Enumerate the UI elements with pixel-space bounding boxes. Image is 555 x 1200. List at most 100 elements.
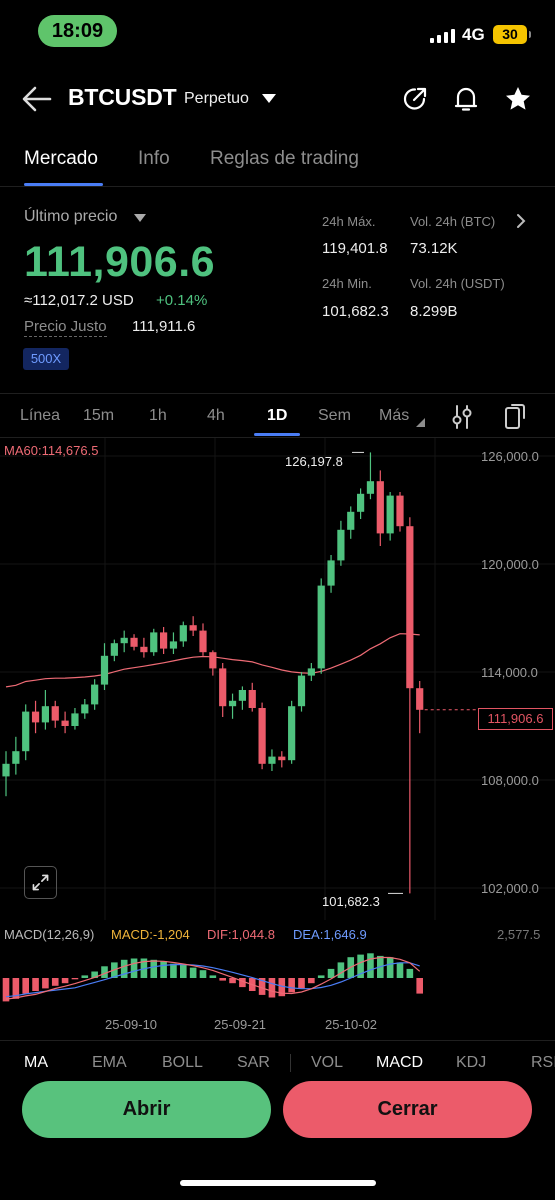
vol-btc-label: Vol. 24h (BTC) [410,214,496,229]
interval-more[interactable]: Más [379,407,410,424]
share-icon[interactable] [400,84,430,114]
macd-bar [61,978,69,984]
interval-1h[interactable]: 1h [149,407,167,424]
candlestick-chart[interactable] [0,438,555,920]
macd-bar [12,978,20,999]
macd-bar [130,958,138,978]
usd-equivalent: ≈112,017.2 USD [24,292,134,309]
macd-bar [396,962,404,978]
candle [130,637,138,647]
caret-down-icon[interactable] [262,94,276,103]
macd-bar [308,978,315,984]
arrow-left-icon[interactable] [20,82,54,116]
chevron-right-icon[interactable] [515,212,527,230]
candle [366,481,375,494]
candle [209,652,217,669]
macd-bar [170,963,177,978]
candle [31,711,40,723]
indicator-ema[interactable]: EMA [92,1054,127,1071]
macd-bar [278,978,286,997]
indicator-rsi[interactable]: RSI [531,1054,555,1071]
macd-bar [199,970,207,978]
star-icon[interactable] [503,84,533,114]
indicator-macd[interactable]: MACD [376,1054,424,1071]
corner-caret-icon[interactable] [416,418,425,427]
indicator-ma[interactable]: MA [24,1054,48,1071]
dea-line [5,962,420,998]
open-position-button[interactable]: Abrir [22,1081,271,1138]
indicator-divider [0,1040,555,1041]
interval-15m[interactable]: 15m [83,407,115,424]
macd-bar [317,975,325,978]
candle [140,646,148,653]
last-price-label[interactable]: Último precio [24,208,118,225]
low-24h-label: 24h Min. [322,276,372,291]
ma60-label: MA60:114,676.5 [4,443,99,458]
tab-market[interactable]: Mercado [24,148,98,169]
tabs-divider [0,186,555,187]
interval-line[interactable]: Línea [20,407,61,424]
macd-bar [32,978,39,991]
macd-bar [268,978,276,998]
candle [337,529,345,561]
symbol-title[interactable]: BTCUSDT [68,84,177,110]
candle [160,632,168,649]
interval-week[interactable]: Sem [318,407,351,424]
macd-bar [406,968,414,978]
candle [278,756,286,761]
x-axis-tick: 25-10-02 [325,1017,378,1032]
y-axis-tick: 126,000.0 [481,449,539,464]
interval-1d[interactable]: 1D [267,407,288,424]
expand-icon[interactable] [24,866,57,899]
interval-4h[interactable]: 4h [207,407,225,424]
candle [150,632,158,653]
y-axis-tick: 108,000.0 [481,773,539,788]
candle [179,625,187,642]
indicator-separator [290,1054,291,1072]
macd-bar [298,978,305,989]
macd-chart[interactable] [0,940,555,1010]
section-divider [0,393,555,394]
vol-btc: 73.12K [410,240,458,257]
indicator-vol[interactable]: VOL [311,1054,344,1071]
macd-bar [239,978,246,988]
candle [416,688,424,710]
vol-usdt-label: Vol. 24h (USDT) [410,276,505,291]
cellular-signal-icon [430,27,456,43]
home-indicator [180,1180,376,1186]
leverage-badge: 500X [23,348,69,370]
contract-type[interactable]: Perpetuo [184,90,249,107]
macd-bar [160,961,167,978]
macd-bar [22,978,29,994]
candle [12,751,20,764]
low-24h: 101,682.3 [322,303,389,320]
dea-value: DEA:1,646.9 [293,927,367,942]
fair-price: 111,911.6 [132,318,196,335]
tab-info[interactable]: Info [138,148,170,169]
current-price-tag: 111,906.6 [478,708,553,730]
bell-icon[interactable] [451,84,481,114]
candle [71,713,79,726]
macd-bar [327,968,335,978]
macd-bar [288,978,295,993]
tab-trading-rules[interactable]: Reglas de trading [210,148,359,169]
candle [22,711,30,752]
candle [317,585,325,669]
rotate-screen-icon[interactable] [503,403,527,430]
indicator-kdj[interactable]: KDJ [456,1054,487,1071]
candle [189,625,197,631]
candle [396,495,404,527]
macd-bar [71,978,79,980]
indicator-boll[interactable]: BOLL [162,1054,203,1071]
macd-bar [219,978,226,981]
indicator-sar[interactable]: SAR [237,1054,270,1071]
candle [91,684,99,705]
indicator-settings-icon[interactable] [450,404,474,430]
fair-price-label[interactable]: Precio Justo [24,318,107,337]
caret-down-icon[interactable] [134,214,146,222]
last-price: 111,906.6 [24,238,216,286]
macd-params: MACD(12,26,9) [4,927,95,942]
high-24h: 119,401.8 [322,240,388,257]
macd-value: MACD:-1,204 [111,927,190,942]
close-position-button[interactable]: Cerrar [283,1081,532,1138]
